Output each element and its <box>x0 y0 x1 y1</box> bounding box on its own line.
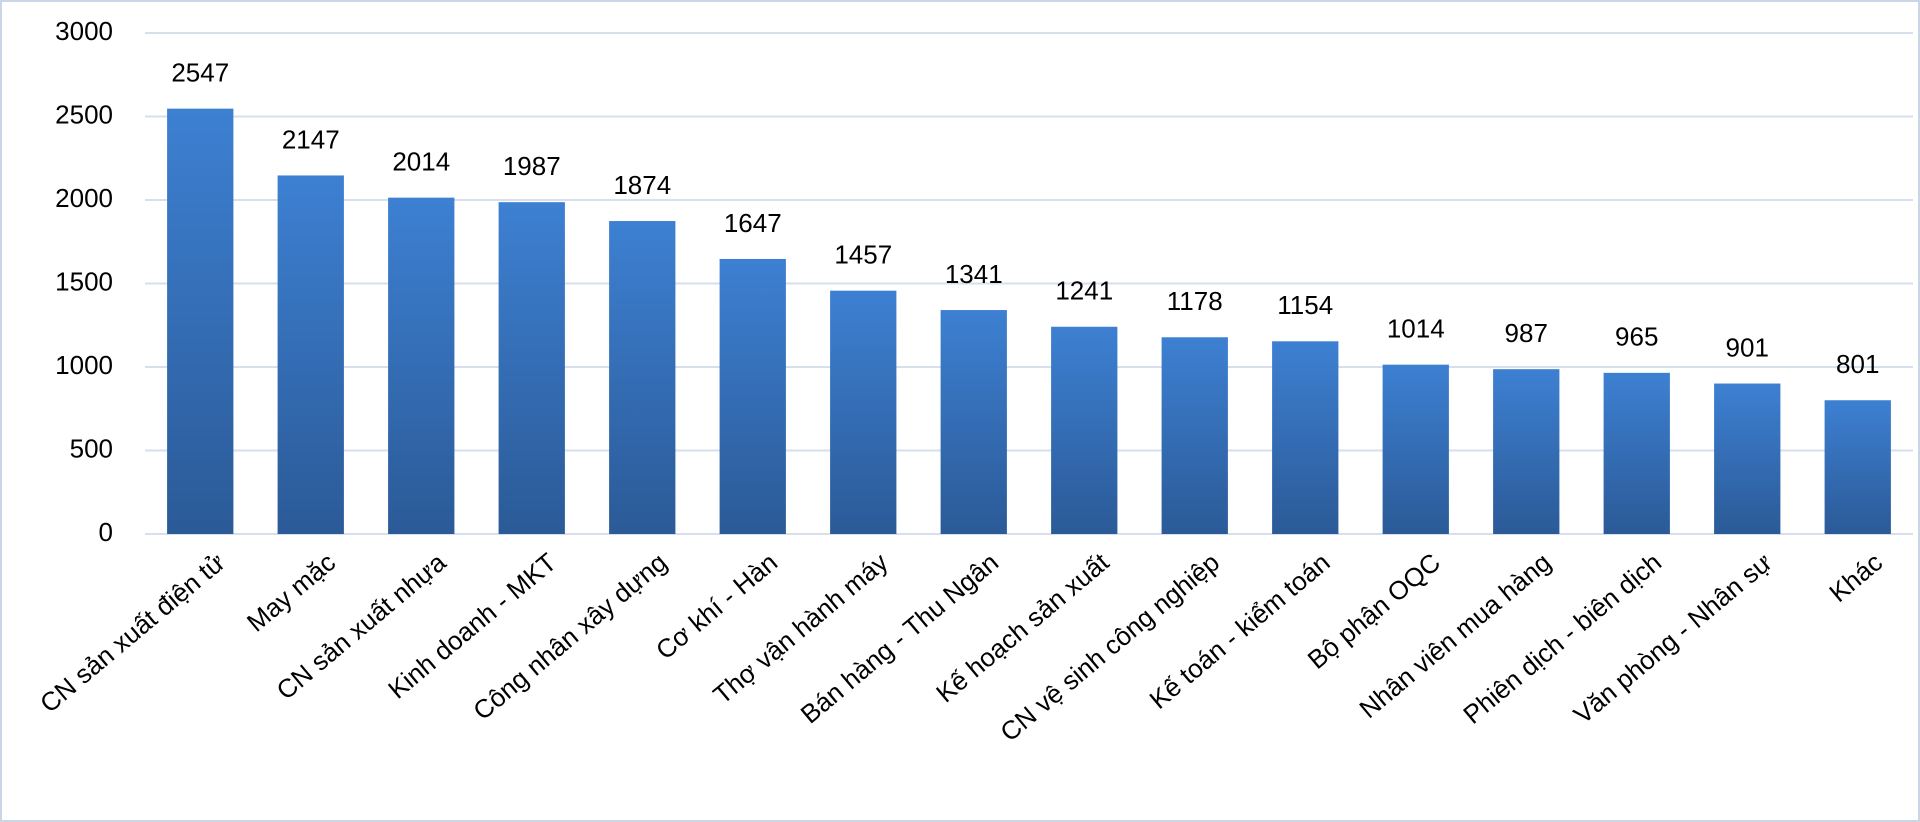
bar <box>1382 364 1449 534</box>
y-tick-label: 0 <box>99 517 113 547</box>
data-label: 987 <box>1505 318 1548 348</box>
data-label: 1341 <box>945 259 1003 289</box>
data-label: 1154 <box>1277 290 1333 320</box>
data-label: 1241 <box>1055 276 1113 306</box>
data-label: 901 <box>1726 332 1769 362</box>
bar <box>1603 372 1670 534</box>
data-label: 2014 <box>392 147 450 177</box>
data-label: 1647 <box>724 208 782 238</box>
data-label: 965 <box>1615 322 1658 352</box>
data-label: 1457 <box>834 240 892 270</box>
bar <box>498 202 565 534</box>
bar <box>1161 337 1228 534</box>
bar <box>719 258 786 534</box>
bar <box>167 108 234 534</box>
y-tick-label: 500 <box>70 433 113 463</box>
bar <box>609 221 676 535</box>
bar <box>277 175 344 535</box>
bar <box>940 310 1007 534</box>
y-tick-label: 1500 <box>55 266 113 296</box>
y-tick-label: 3000 <box>55 16 113 46</box>
bar <box>1272 341 1339 534</box>
y-tick-label: 1000 <box>55 350 113 380</box>
bar <box>1051 326 1118 534</box>
data-label: 2547 <box>171 58 229 88</box>
bar <box>1714 383 1781 534</box>
y-tick-label: 2500 <box>55 99 113 129</box>
data-label: 1987 <box>503 151 561 181</box>
data-label: 801 <box>1836 349 1879 379</box>
bar <box>830 290 897 534</box>
data-label: 1874 <box>613 170 671 200</box>
bar <box>1493 369 1560 534</box>
data-label: 2147 <box>282 124 340 154</box>
y-tick-label: 2000 <box>55 183 113 213</box>
data-label: 1014 <box>1387 314 1445 344</box>
bar <box>388 197 455 535</box>
bar <box>1824 400 1891 534</box>
data-label: 1178 <box>1167 286 1223 316</box>
